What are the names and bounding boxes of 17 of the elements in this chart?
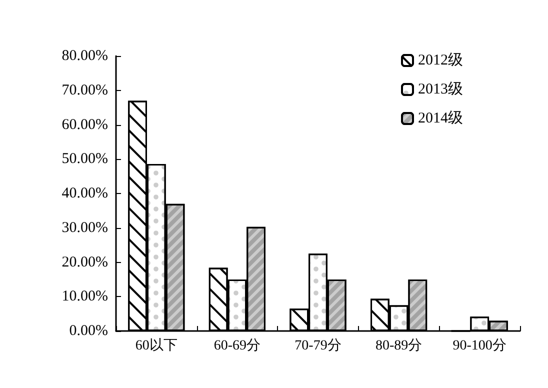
y-tick-label: 20.00%: [62, 254, 108, 270]
legend-label: 2012级: [418, 52, 463, 68]
y-tick-label: 30.00%: [62, 220, 108, 236]
legend-label: 2014级: [418, 110, 463, 126]
x-tick-label: 60以下: [135, 338, 178, 354]
y-tick-label: 60.00%: [62, 116, 108, 133]
x-tick-label: 70-79分: [294, 338, 342, 354]
y-tick-label: 50.00%: [62, 151, 108, 168]
y-tick-label: 0.00%: [69, 323, 108, 339]
x-tick-label: 60-69分: [214, 338, 261, 354]
x-tick-label: 90-100分: [452, 338, 506, 354]
y-tick-label: 80.00%: [62, 48, 108, 64]
x-tick-label: 80-89分: [375, 338, 422, 354]
y-tick-label: 70.00%: [62, 82, 108, 98]
y-tick-label: 10.00%: [62, 288, 108, 305]
y-tick-label: 40.00%: [62, 186, 108, 202]
legend-label: 2013级: [418, 80, 463, 98]
